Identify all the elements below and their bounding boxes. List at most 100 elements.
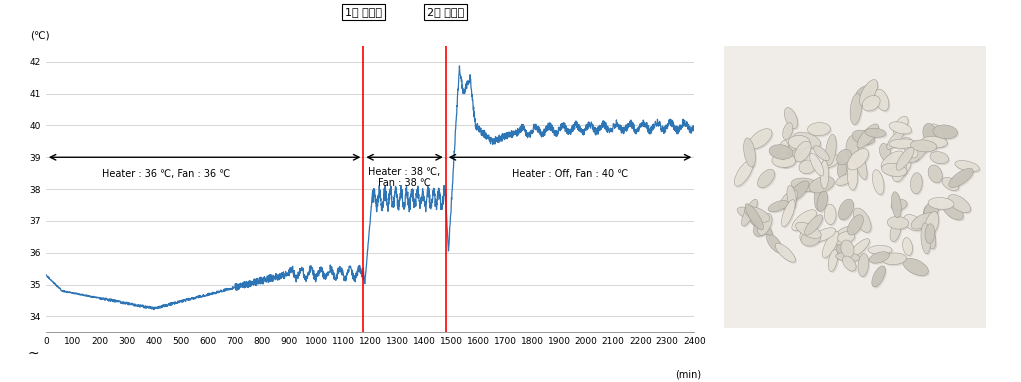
Ellipse shape xyxy=(925,212,938,236)
Ellipse shape xyxy=(891,192,902,218)
Ellipse shape xyxy=(835,253,860,262)
Ellipse shape xyxy=(924,125,938,145)
Ellipse shape xyxy=(872,266,885,287)
Ellipse shape xyxy=(925,208,935,236)
Ellipse shape xyxy=(944,205,965,222)
Ellipse shape xyxy=(891,199,907,210)
Ellipse shape xyxy=(770,202,790,214)
Ellipse shape xyxy=(905,239,914,257)
Ellipse shape xyxy=(800,162,817,175)
Ellipse shape xyxy=(955,160,979,172)
Ellipse shape xyxy=(838,199,854,220)
Ellipse shape xyxy=(788,135,810,149)
Ellipse shape xyxy=(779,141,788,159)
Ellipse shape xyxy=(820,160,829,189)
Ellipse shape xyxy=(795,134,822,150)
Ellipse shape xyxy=(793,211,818,232)
Ellipse shape xyxy=(826,206,837,226)
Ellipse shape xyxy=(931,153,950,165)
Ellipse shape xyxy=(908,142,928,163)
Ellipse shape xyxy=(781,192,799,210)
Ellipse shape xyxy=(912,141,938,154)
Ellipse shape xyxy=(895,159,913,176)
Ellipse shape xyxy=(806,216,824,237)
Ellipse shape xyxy=(781,200,795,227)
Ellipse shape xyxy=(903,258,928,275)
Ellipse shape xyxy=(951,170,975,189)
Ellipse shape xyxy=(850,94,862,125)
Ellipse shape xyxy=(923,123,937,144)
Ellipse shape xyxy=(743,201,759,228)
Ellipse shape xyxy=(894,118,910,137)
Ellipse shape xyxy=(854,132,876,146)
Ellipse shape xyxy=(852,240,871,259)
Ellipse shape xyxy=(736,162,755,188)
Ellipse shape xyxy=(928,197,954,209)
Ellipse shape xyxy=(837,161,846,178)
Ellipse shape xyxy=(911,213,934,229)
Ellipse shape xyxy=(903,238,913,256)
Ellipse shape xyxy=(934,126,959,141)
Ellipse shape xyxy=(883,254,908,266)
Ellipse shape xyxy=(794,141,812,162)
Ellipse shape xyxy=(922,225,932,255)
Ellipse shape xyxy=(957,162,981,173)
Ellipse shape xyxy=(805,215,823,235)
Ellipse shape xyxy=(909,144,930,164)
Ellipse shape xyxy=(830,251,839,273)
Ellipse shape xyxy=(888,131,906,151)
Ellipse shape xyxy=(842,241,856,259)
Ellipse shape xyxy=(894,157,911,175)
Ellipse shape xyxy=(857,124,878,148)
Ellipse shape xyxy=(881,163,907,176)
Ellipse shape xyxy=(755,218,770,238)
Ellipse shape xyxy=(745,204,764,230)
Text: (℃): (℃) xyxy=(30,30,49,40)
Ellipse shape xyxy=(860,79,878,106)
Ellipse shape xyxy=(769,145,793,159)
Ellipse shape xyxy=(799,160,816,174)
Ellipse shape xyxy=(772,154,795,168)
Ellipse shape xyxy=(783,123,792,139)
Ellipse shape xyxy=(893,161,908,183)
Ellipse shape xyxy=(872,170,884,194)
Ellipse shape xyxy=(925,202,940,223)
Ellipse shape xyxy=(847,137,860,160)
Ellipse shape xyxy=(803,233,822,248)
Ellipse shape xyxy=(734,160,753,186)
Ellipse shape xyxy=(858,87,874,100)
Ellipse shape xyxy=(750,217,774,237)
Ellipse shape xyxy=(837,254,862,263)
Ellipse shape xyxy=(750,130,774,151)
Text: Heater : 36 ℃, Fan : 36 ℃: Heater : 36 ℃, Fan : 36 ℃ xyxy=(102,169,231,180)
Ellipse shape xyxy=(788,181,809,202)
Ellipse shape xyxy=(824,204,836,225)
Ellipse shape xyxy=(925,226,936,249)
Ellipse shape xyxy=(815,182,824,210)
Ellipse shape xyxy=(903,137,918,158)
Ellipse shape xyxy=(911,173,922,194)
Ellipse shape xyxy=(828,249,837,272)
Ellipse shape xyxy=(836,243,852,258)
Ellipse shape xyxy=(812,155,825,178)
Ellipse shape xyxy=(911,140,937,152)
Ellipse shape xyxy=(799,227,817,243)
Ellipse shape xyxy=(784,124,794,141)
Ellipse shape xyxy=(784,151,799,169)
Ellipse shape xyxy=(808,123,830,136)
Ellipse shape xyxy=(861,81,879,107)
Ellipse shape xyxy=(887,129,904,149)
Ellipse shape xyxy=(922,138,949,149)
Ellipse shape xyxy=(842,256,857,271)
Ellipse shape xyxy=(893,193,903,219)
Ellipse shape xyxy=(767,234,782,253)
Ellipse shape xyxy=(911,143,921,163)
Ellipse shape xyxy=(905,260,930,277)
Ellipse shape xyxy=(784,108,797,128)
Ellipse shape xyxy=(943,203,963,220)
Text: 1차 뒤집기: 1차 뒤집기 xyxy=(345,7,382,17)
Ellipse shape xyxy=(822,162,830,190)
Text: 2차 뒤집기: 2차 뒤집기 xyxy=(427,7,465,17)
Ellipse shape xyxy=(850,239,870,257)
Ellipse shape xyxy=(758,214,772,235)
